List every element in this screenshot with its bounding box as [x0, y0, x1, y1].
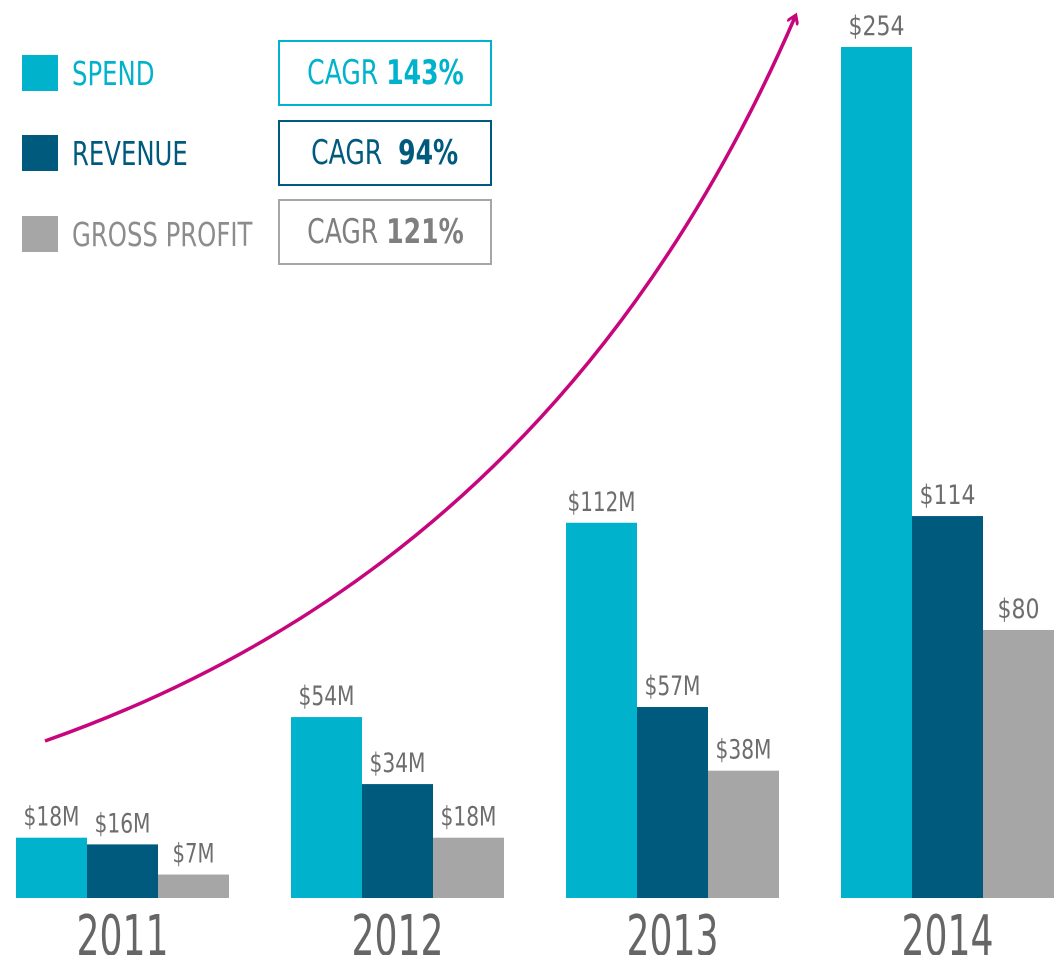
data-label-spend-2012: $54M	[299, 681, 355, 712]
data-label-gross-profit-2014: $80	[998, 594, 1040, 625]
data-label-revenue-2014: $114	[920, 480, 976, 511]
legend-label-revenue: REVENUE	[72, 133, 188, 173]
x-tick-2013: 2013	[627, 904, 719, 955]
legend-item-spend: SPEND	[22, 53, 173, 93]
bar-spend-2012	[291, 717, 362, 898]
cagr-prefix-gross-profit: CAGR	[306, 212, 378, 252]
bar-spend-2011	[16, 837, 87, 898]
legend-item-revenue: REVENUE	[22, 133, 213, 173]
x-tick-2011: 2011	[77, 904, 169, 955]
cagr-value-revenue: 94%	[398, 133, 459, 173]
data-label-gross-profit-2011: $7M	[173, 839, 215, 870]
data-label-spend-2014: $254	[849, 11, 905, 42]
cagr-box-spend: CAGR 143%	[278, 40, 492, 106]
bar-spend-2013	[566, 522, 637, 898]
cagr-value-gross-profit: 121%	[385, 212, 464, 252]
bar-gross-profit-2012	[433, 837, 504, 898]
x-tick-2012: 2012	[352, 904, 444, 955]
data-label-revenue-2011: $16M	[95, 808, 151, 839]
bar-gross-profit-2013	[708, 770, 779, 898]
cagr-prefix-revenue: CAGR	[311, 133, 383, 173]
bar-spend-2014	[841, 47, 912, 898]
bar-revenue-2013	[637, 707, 708, 898]
cagr-prefix-spend: CAGR	[306, 53, 378, 93]
bar-revenue-2014	[912, 516, 983, 898]
bar-revenue-2012	[362, 784, 433, 898]
data-label-spend-2013: $112M	[568, 487, 636, 518]
cagr-box-revenue: CAGR 94%	[278, 120, 492, 186]
legend-label-spend: SPEND	[72, 53, 155, 93]
x-tick-2014: 2014	[902, 904, 994, 955]
revenue-swatch	[22, 135, 58, 171]
growth-arrow	[44, 17, 795, 743]
gross-profit-swatch	[22, 216, 58, 252]
bar-gross-profit-2011	[158, 874, 229, 898]
data-label-revenue-2012: $34M	[370, 748, 426, 779]
legend-label-gross-profit: GROSS PROFIT	[72, 214, 253, 254]
bar-revenue-2011	[87, 844, 158, 898]
bar-gross-profit-2014	[983, 629, 1054, 898]
data-label-revenue-2013: $57M	[645, 671, 701, 702]
data-label-spend-2011: $18M	[24, 802, 80, 833]
legend-item-gross-profit: GROSS PROFIT	[22, 214, 292, 254]
data-label-gross-profit-2012: $18M	[441, 802, 497, 833]
cagr-box-gross-profit: CAGR 121%	[278, 199, 492, 265]
cagr-value-spend: 143%	[385, 53, 464, 93]
data-label-gross-profit-2013: $38M	[716, 735, 772, 766]
spend-swatch	[22, 55, 58, 91]
